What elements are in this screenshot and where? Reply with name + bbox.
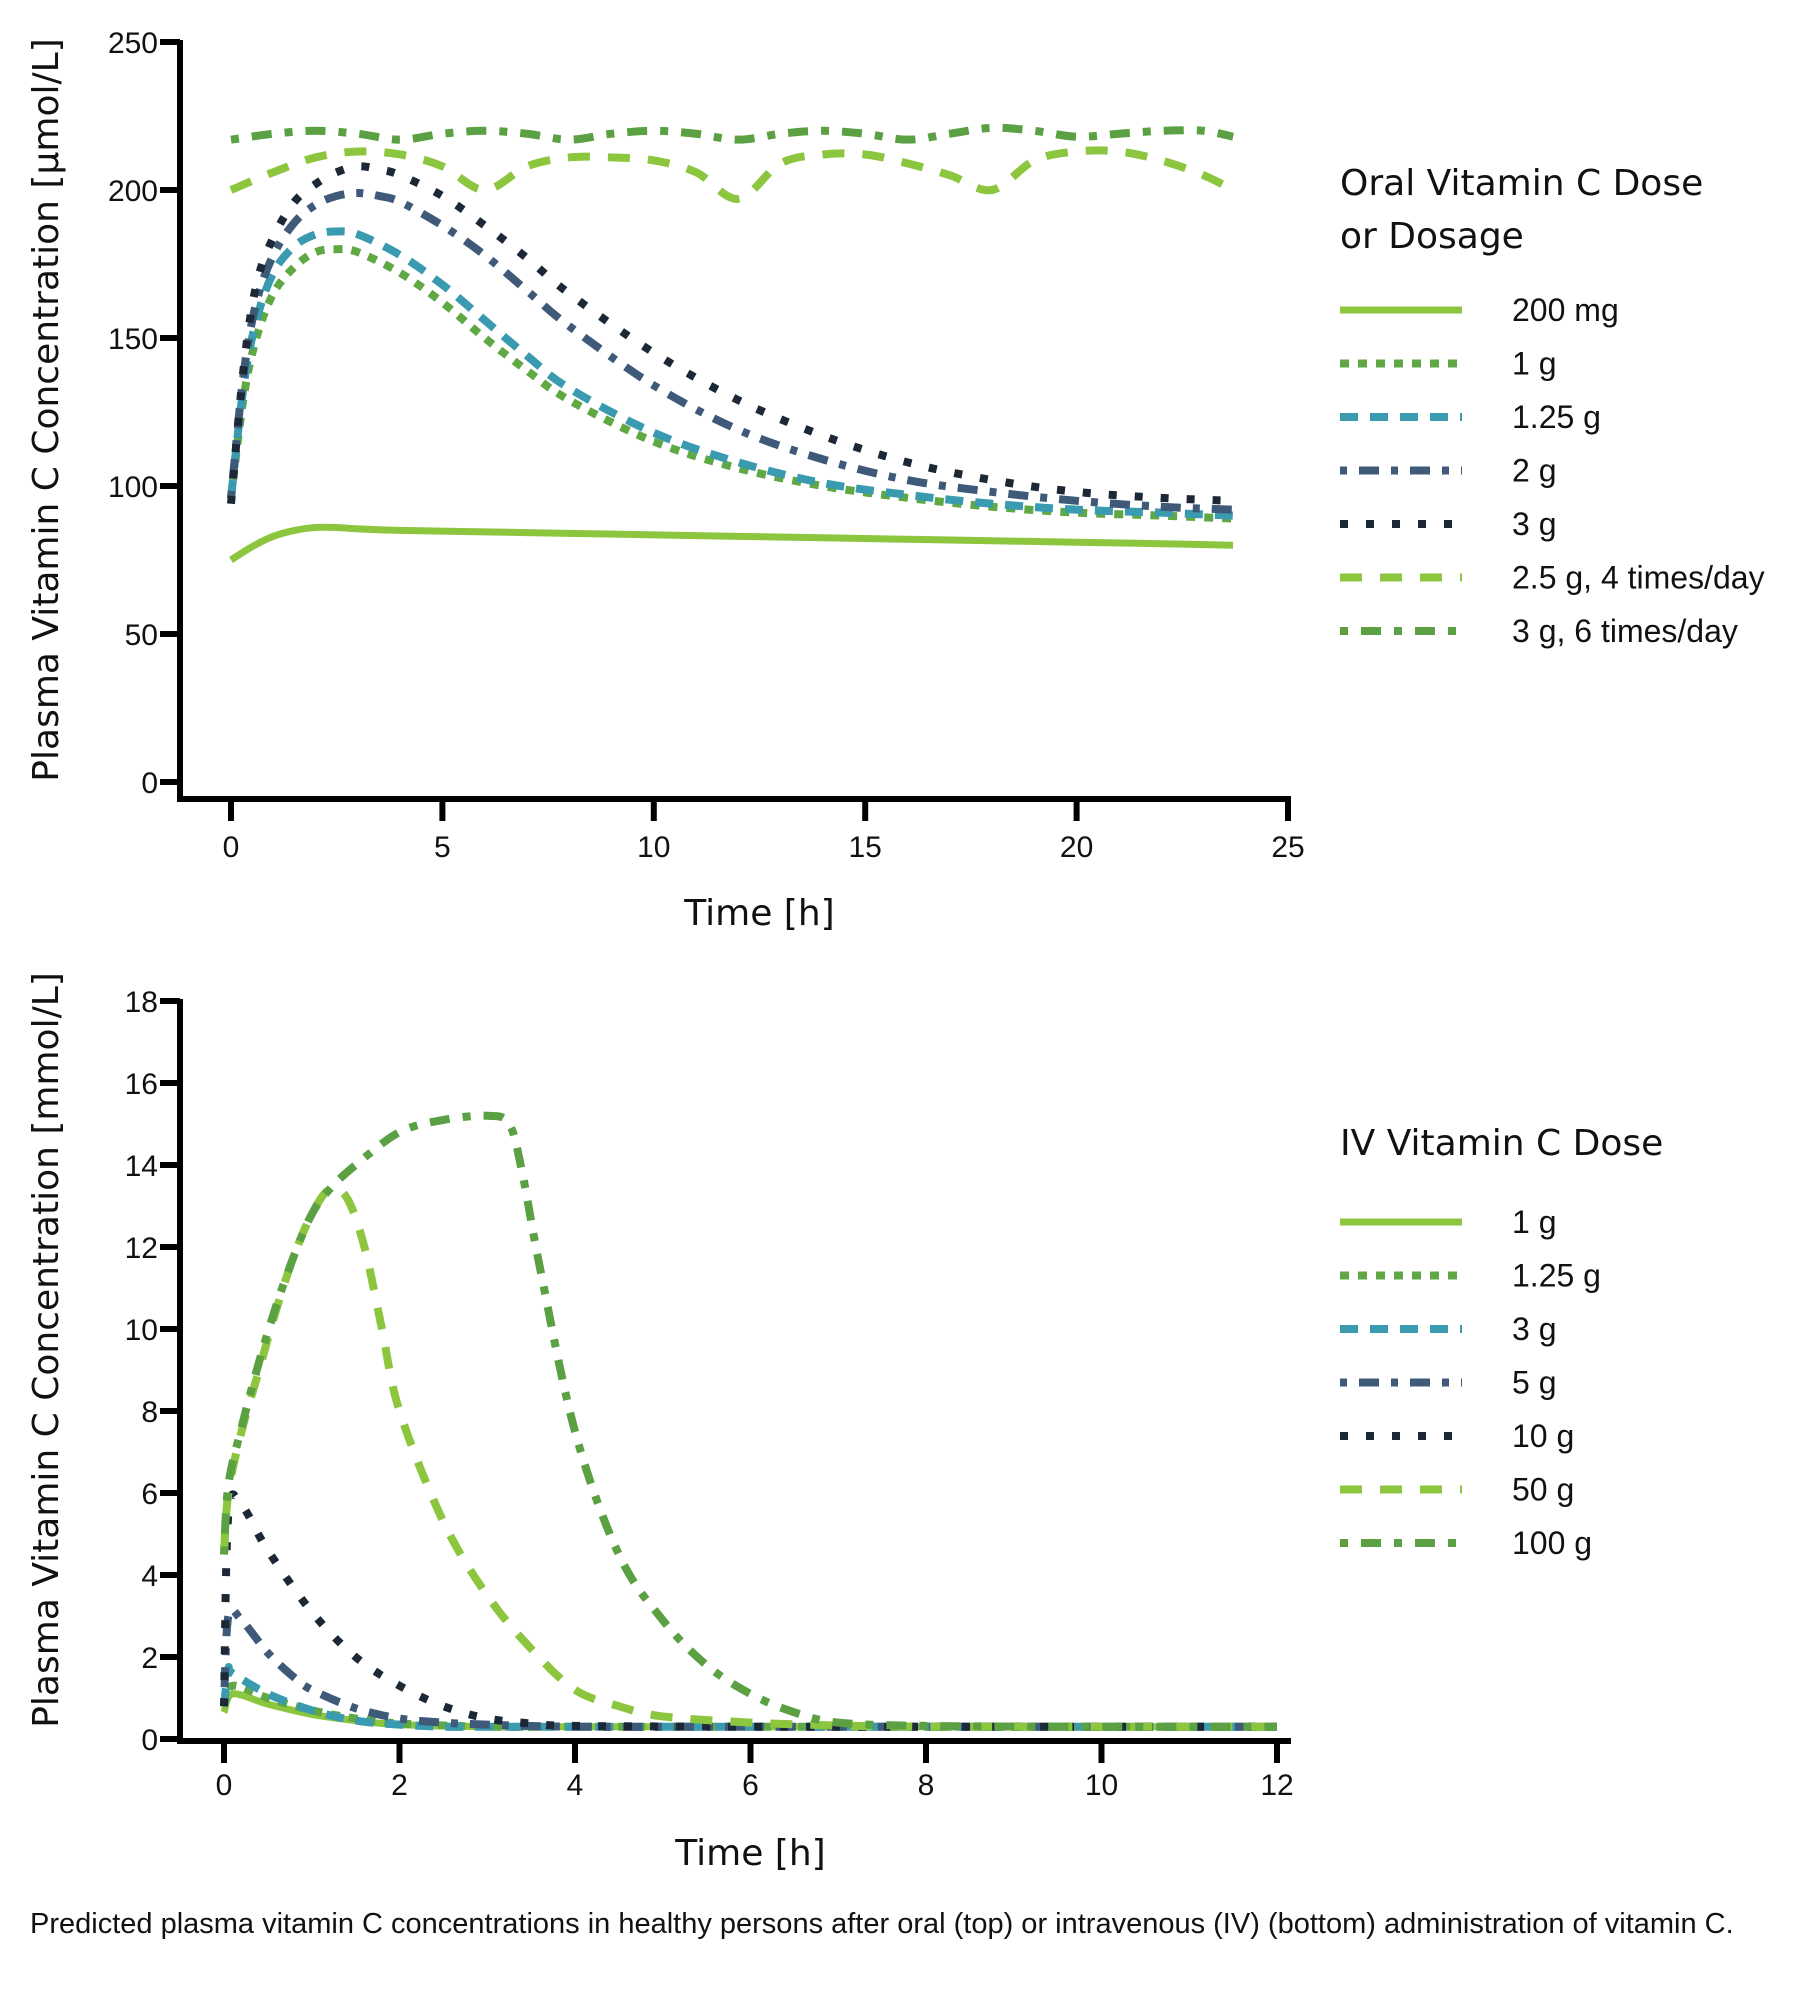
y-tick-label: 0 — [141, 1724, 158, 1757]
x-tick-label: 10 — [1085, 1769, 1118, 1802]
legend-label: 2 g — [1512, 453, 1556, 489]
x-tick-label: 20 — [1060, 831, 1093, 864]
legend-label: 50 g — [1512, 1472, 1574, 1508]
x-tick-label: 25 — [1271, 831, 1304, 864]
y-tick-label: 2 — [141, 1642, 158, 1675]
y-tick-label: 4 — [141, 1560, 158, 1593]
chart-oral: 0 50 100 150 200 250 0 5 10 15 20 25 Time [h] Plasma … — [26, 27, 1765, 934]
x-tick-label: 0 — [216, 1769, 233, 1802]
legend-label: 100 g — [1512, 1525, 1592, 1561]
legend-label: 1 g — [1512, 346, 1556, 382]
legend-label: 5 g — [1512, 1365, 1556, 1401]
legend: Oral Vitamin C Dose or Dosage 200 mg 1 g 1.2… — [1340, 163, 1765, 649]
x-tick-label: 15 — [849, 831, 882, 864]
figure-caption: Predicted plasma vitamin C concentration… — [30, 1908, 1734, 1940]
y-tick-label: 14 — [125, 1150, 158, 1183]
x-axis-title: Time [h] — [674, 1833, 825, 1874]
legend-title: IV Vitamin C Dose — [1340, 1123, 1663, 1164]
y-axis-title: Plasma Vitamin C Concentration [µmol/L] — [26, 38, 67, 781]
legend-label: 1.25 g — [1512, 1258, 1601, 1294]
y-axis-title: Plasma Vitamin C Concentration [mmol/L] — [26, 972, 67, 1728]
x-tick-label: 8 — [918, 1769, 935, 1802]
x-tick-label: 12 — [1260, 1769, 1293, 1802]
legend: IV Vitamin C Dose 1 g 1.25 g 3 g 5 g 10 g 50 g… — [1340, 1123, 1663, 1561]
y-tick-label: 10 — [125, 1314, 158, 1347]
x-tick-label: 6 — [742, 1769, 759, 1802]
x-tick-label: 10 — [637, 831, 670, 864]
series-line-5-g — [220, 1605, 1277, 1731]
x-tick-label: 4 — [567, 1769, 584, 1802]
legend-label: 3 g — [1512, 506, 1556, 542]
series-line-2-g — [227, 188, 1234, 514]
legend-title: Oral Vitamin C Dose — [1340, 163, 1703, 204]
y-tick-label: 12 — [125, 1232, 158, 1265]
series-line-3-g — [227, 162, 1234, 505]
legend-label: 10 g — [1512, 1418, 1574, 1454]
y-tick-label: 8 — [141, 1396, 158, 1429]
legend-label: 3 g — [1512, 1311, 1556, 1347]
y-tick-label: 250 — [108, 27, 158, 60]
legend-label: 2.5 g, 4 times/day — [1512, 560, 1765, 596]
y-tick-label: 18 — [125, 986, 158, 1019]
legend-label: 1 g — [1512, 1204, 1556, 1240]
series-line-200-mg — [229, 523, 1234, 563]
legend-label: 1.25 g — [1512, 399, 1601, 435]
y-tick-label: 100 — [108, 471, 158, 504]
series-line-1-g — [227, 245, 1234, 523]
x-tick-label: 2 — [391, 1769, 408, 1802]
series-line-1-25-g — [227, 227, 1234, 520]
series-line-100-g — [220, 1111, 1278, 1731]
y-tick-label: 200 — [108, 175, 158, 208]
legend-label: 200 mg — [1512, 292, 1619, 328]
x-axis-title: Time [h] — [683, 893, 834, 934]
y-tick-label: 50 — [125, 619, 158, 652]
x-tick-label: 0 — [223, 831, 240, 864]
chart-iv: 0 2 4 6 8 10 12 14 16 18 0 2 4 6 8 10 12 Time [h] Plasma V… — [26, 972, 1663, 1874]
y-tick-label: 16 — [125, 1068, 158, 1101]
series-line-50-g — [220, 1184, 1277, 1731]
y-tick-label: 0 — [141, 767, 158, 800]
y-tick-label: 150 — [108, 323, 158, 356]
y-tick-label: 6 — [141, 1478, 158, 1511]
legend-title: or Dosage — [1340, 216, 1524, 257]
legend-label: 3 g, 6 times/day — [1512, 613, 1738, 649]
series-line-2-5-g-4-times-day — [229, 146, 1235, 203]
series-line-3-g-6-times-day — [230, 123, 1234, 144]
x-tick-label: 5 — [434, 831, 451, 864]
